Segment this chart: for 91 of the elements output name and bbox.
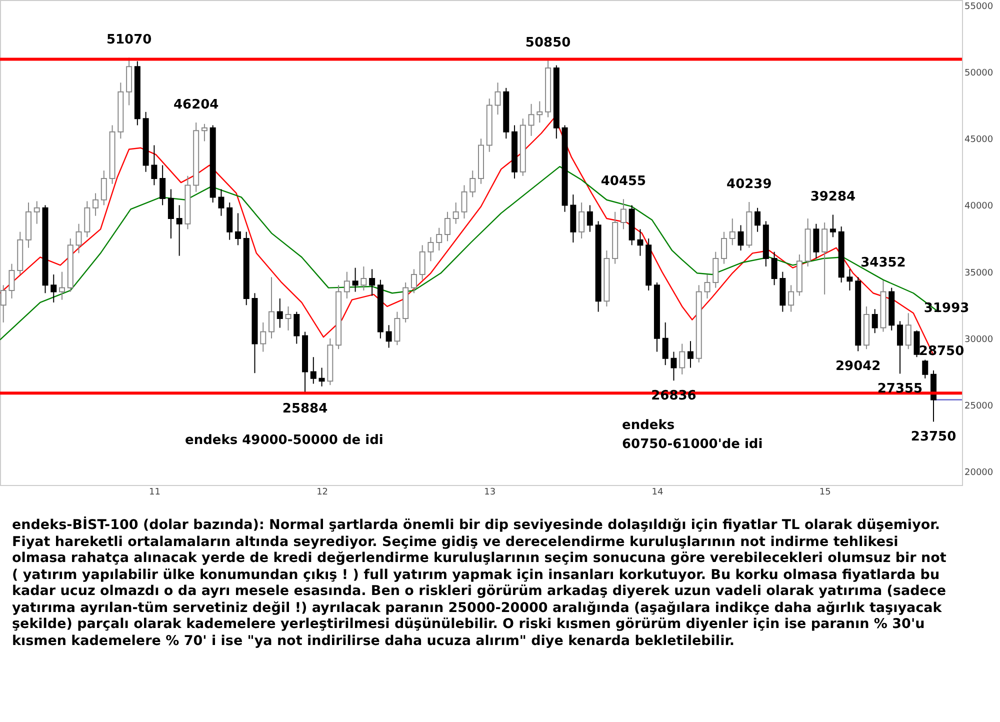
candlestick <box>922 359 928 379</box>
candlestick <box>226 202 233 240</box>
y-tick-label: 25000 <box>964 402 994 412</box>
candlestick <box>452 202 459 224</box>
annotation: endeks 60750-61000'de idi <box>622 417 763 454</box>
candlestick <box>872 308 878 334</box>
candlestick <box>721 231 728 264</box>
candlestick <box>276 298 283 328</box>
candlestick <box>729 218 736 246</box>
y-tick-label: 50000 <box>964 68 994 78</box>
candlestick <box>754 207 761 232</box>
candlestick <box>428 236 434 262</box>
y-tick-label: 45000 <box>964 135 994 146</box>
candlestick <box>50 274 57 303</box>
candlestick <box>386 324 392 348</box>
annotation: 39284 <box>810 190 856 205</box>
annotation: 34352 <box>860 255 906 270</box>
candlestick <box>494 82 501 116</box>
y-tick-label: 55000 <box>964 2 994 12</box>
candlestick <box>905 312 912 350</box>
candlestick <box>662 322 668 366</box>
candlestick <box>419 244 426 280</box>
candlestick <box>344 271 350 299</box>
candlestick <box>234 212 241 246</box>
annotation: 40239 <box>726 177 772 192</box>
annotation: 50850 <box>525 36 571 51</box>
candlestick <box>637 228 644 256</box>
candlestick <box>586 204 593 232</box>
annotation: 51070 <box>106 32 152 48</box>
candlestick <box>687 340 694 368</box>
candlestick <box>369 268 376 296</box>
candlestick <box>394 311 400 346</box>
candlestick <box>218 188 224 216</box>
candlestick <box>536 100 543 124</box>
candlestick <box>151 144 158 186</box>
candlestick <box>8 263 15 299</box>
annotation: endeks 49000-50000 de idi <box>185 432 384 450</box>
candlestick <box>160 164 166 206</box>
candlestick <box>318 367 325 387</box>
candlestick <box>788 284 794 312</box>
candlestick <box>578 202 585 240</box>
candlestick <box>813 223 820 259</box>
candlestick <box>470 170 476 198</box>
candlestick <box>352 267 358 292</box>
candlestick <box>896 320 903 374</box>
candlestick <box>294 311 300 344</box>
y-tick-label: 40000 <box>964 202 994 212</box>
annotation: 40455 <box>600 174 646 190</box>
candlestick <box>34 200 40 224</box>
candlestick <box>268 276 275 339</box>
x-tick-label: 11 <box>148 488 160 498</box>
candlestick <box>260 322 266 352</box>
candlestick <box>738 224 744 251</box>
candlestick <box>620 198 626 230</box>
candlestick <box>846 268 853 291</box>
candlestick <box>461 184 468 220</box>
candlestick <box>168 188 174 240</box>
candlestick <box>92 192 99 216</box>
candlestick <box>59 271 66 300</box>
candlestick <box>914 330 920 358</box>
candlestick <box>444 211 450 242</box>
y-tick-label: 20000 <box>964 468 994 478</box>
candlestick <box>310 356 316 384</box>
text: endeks-BİST-100 (dolar bazında): Normal şartlarda önemli bir dip seviyesinde dolaşıldığı için fiyatlar TL olarak düşemiyor. Fiyat hareketli ortalamaların altında seyrediyor. Seçime gidiş ve derecelendirme kuruluşlarının not indirme tehlikesi olmasa rahatça alınacak yerde de kredi değerlendirme kuruluşlarının seçim sonucuna göre verebilecekleri olumsuz bir not ( yatırım yapılabilir ülke konumundan çıkış ! ) full yatırım yapmak için insanları korkutuyor. Bu korku olmasa fiyatlarda bu kadar ucuz olmazdı o da ayrı mesele esasında. Ben o riskleri görürüm arkadaş diyerek uzun vadeli olarak yatırıma (sadece yatırıma ayrılan-tüm servetiniz değil !) ayrılacak paranın 25000-20000 aralığında (aşağılara indikçe daha ağırlık taşıyacak şekilde) parçalı olarak kademelere yerleştirilmesi düşünülebilir. O riski kısmen görürüm diyenler için ise paranın % 30'u kısmen kademelere % 70' i ise "ya not indirilirse daha ucuza alırım" diye kenarda bekletilebilir. <box>12 517 948 649</box>
candlestick <box>84 200 90 238</box>
candlestick <box>436 227 442 251</box>
annotation: 29042 <box>835 359 881 374</box>
candlestick <box>679 343 686 375</box>
candlestick <box>830 214 836 238</box>
candlestick <box>712 251 719 288</box>
candlestick <box>76 223 82 254</box>
candlestick <box>822 222 828 295</box>
annotation: 46204 <box>173 98 219 113</box>
y-tick-label: 30000 <box>964 334 994 345</box>
annotation: 23750 <box>910 430 956 445</box>
annotation: 25884 <box>282 401 328 416</box>
x-tick-label: 13 <box>484 488 496 498</box>
x-tick-label: 12 <box>316 488 328 498</box>
candlestick <box>670 351 677 382</box>
candlestick <box>285 306 292 331</box>
candlestick <box>100 170 107 206</box>
x-tick-label: 14 <box>652 488 664 498</box>
x-tick-label: 15 <box>819 488 831 498</box>
candlestick <box>704 274 710 299</box>
candlestick <box>201 123 208 142</box>
candlestick <box>771 251 778 286</box>
candlestick <box>360 266 367 291</box>
y-tick-label: 35000 <box>964 268 994 278</box>
candlestick <box>528 103 534 136</box>
candlestick <box>410 268 417 294</box>
candlestick <box>176 204 182 256</box>
